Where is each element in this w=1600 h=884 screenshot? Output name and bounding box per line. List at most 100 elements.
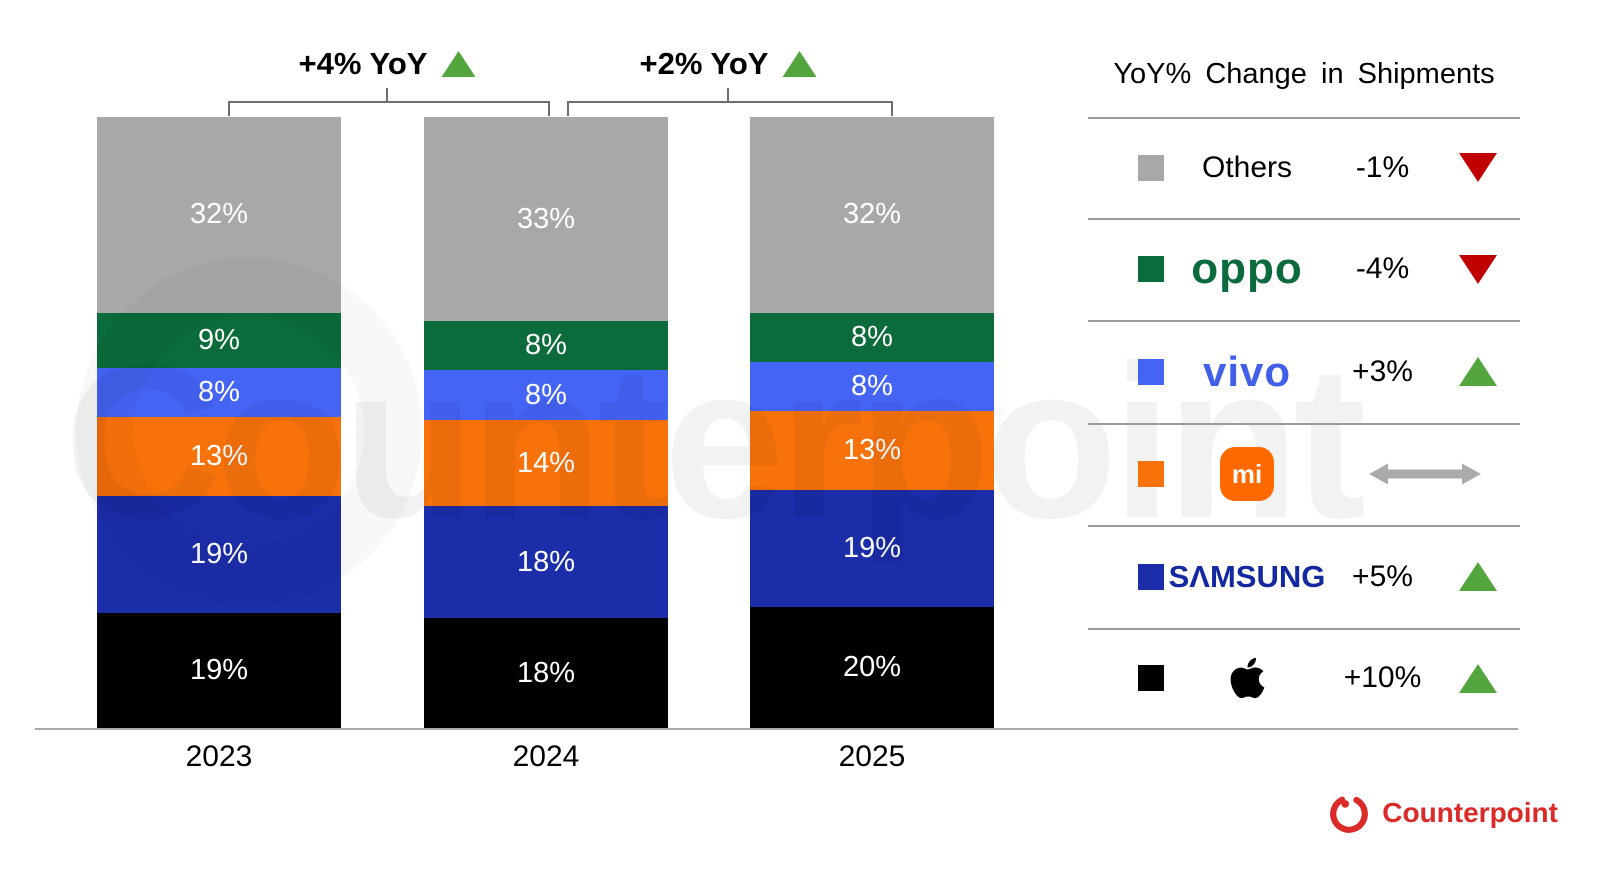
legend-divider [1088,423,1520,425]
bar-segment-others: 32% [750,117,994,313]
legend-swatch-vivo [1138,358,1164,385]
segment-value-label: 20% [842,651,902,684]
segment-value-label: 8% [851,320,893,353]
down-triangle-icon [1458,254,1497,284]
bar-segment-vivo: 8% [750,361,994,411]
xiaomi-logo: mi [1164,447,1330,501]
yoy-annotation-label: +2% YoY [639,46,769,81]
segment-value-label: 19% [189,538,249,571]
segment-value-label: 8% [525,378,567,411]
legend-divider [1088,320,1520,322]
bar-segment-xiaomi: 13% [97,416,341,497]
vivo-logo: vivo [1202,347,1292,395]
bar-segment-others: 33% [424,117,668,321]
legend-swatch-others [1138,154,1164,181]
stacked-bar-2024: 33% 8% 8% 14% 18% 18% [424,117,668,729]
bar-segment-xiaomi: 14% [424,419,668,507]
bar-segment-vivo: 8% [97,367,341,417]
yoy-annotation-2023-2024: +4% YoY [299,46,476,82]
legend-change-value: -1% [1355,150,1410,184]
x-axis-label-2025: 2025 [838,740,906,773]
segment-value-label: 19% [189,654,249,687]
apple-logo-icon [1230,657,1264,699]
bar-segment-oppo: 8% [424,321,668,371]
legend-swatch-oppo [1138,256,1164,282]
flat-arrow [1330,461,1520,487]
yoy-annotation-2024-2025: +2% YoY [640,46,817,82]
annotation-tick [386,88,388,102]
bar-segment-samsung: 18% [424,506,668,618]
annotation-bracket [567,101,893,116]
up-triangle-icon [1458,562,1497,591]
up-triangle-icon [441,51,476,77]
legend-divider [1088,218,1520,220]
segment-value-label: 18% [516,656,576,689]
legend-title: YoY% Change in Shipments [1113,58,1495,90]
legend-row-change-area: +5% [1330,560,1520,594]
segment-value-label: 8% [525,329,567,362]
yoy-annotation-label: +4% YoY [298,46,428,81]
apple-logo [1164,655,1330,701]
legend-divider [1088,628,1520,630]
flat-arrow-icon [1369,463,1481,485]
bar-segment-samsung: 19% [750,490,994,607]
counterpoint-wordmark: Counterpoint [1382,797,1558,828]
segment-value-label: 9% [198,323,240,356]
stacked-bar-2025: 32% 8% 8% 13% 19% 20% [750,117,994,729]
samsung-logo: SΛMSUNG [1164,561,1330,592]
legend-swatch-xiaomi [1138,461,1164,487]
bar-segment-apple: 20% [750,606,994,729]
xiaomi-logo: mi [1220,447,1274,501]
up-triangle-icon [1435,357,1520,386]
legend-divider [1088,525,1520,527]
annotation-bracket [228,101,550,116]
counterpoint-mark-icon [1330,795,1369,833]
legend-row-change-area: -4% [1330,252,1520,286]
bar-segment-apple: 19% [97,612,341,729]
up-triangle-icon [1458,357,1497,386]
segment-value-label: 32% [842,198,902,231]
legend-divider [1088,117,1520,119]
legend-change-value: -4% [1355,252,1410,285]
legend-row-change-area [1330,461,1520,487]
legend-row-change-area: -1% [1330,151,1520,185]
up-triangle-icon [782,51,817,77]
x-axis-label-2024: 2024 [512,740,580,773]
samsung-logo: SΛMSUNG [1168,559,1326,594]
legend-row-vivo: vivo +3% [1088,320,1520,423]
vivo-logo: vivo [1164,347,1330,395]
segment-value-label: 8% [198,375,240,408]
legend-change-value: +5% [1352,559,1413,593]
legend-row-oppo: oppo -4% [1088,218,1520,320]
legend-change-value: +3% [1352,354,1413,388]
bar-segment-others: 32% [97,117,341,313]
segment-value-label: 13% [842,434,902,466]
oppo-logo: oppo [1164,247,1330,291]
legend-swatch-apple [1138,665,1164,691]
bar-segment-oppo: 9% [97,312,341,368]
xiaomi-logo-text: mi [1231,459,1263,489]
legend-row-change-area: +3% [1330,355,1520,389]
down-triangle-icon [1458,153,1497,182]
legend-row-xiaomi: mi [1088,423,1520,525]
legend-row-others: Others -1% [1088,117,1520,218]
up-triangle-icon [1435,663,1520,693]
legend-brand-label: Others [1201,150,1293,184]
legend-row-samsung: SΛMSUNG +5% [1088,525,1520,628]
segment-value-label: 19% [842,531,902,564]
oppo-logo: oppo [1191,244,1303,293]
legend-row-change-area: +10% [1330,661,1520,695]
legend-swatch-samsung [1138,563,1164,590]
down-triangle-icon [1435,254,1520,284]
stacked-bar-2023: 32% 9% 8% 13% 19% 19% [97,117,341,729]
bar-segment-xiaomi: 13% [750,410,994,491]
bar-segment-samsung: 19% [97,496,341,613]
up-triangle-icon [1458,663,1497,693]
x-axis-label-2023: 2023 [185,740,253,773]
legend-change-value: +10% [1343,661,1422,694]
segment-value-label: 32% [189,198,249,231]
x-axis-line [35,728,1518,730]
segment-value-label: 14% [516,446,576,479]
segment-value-label: 18% [516,545,576,578]
